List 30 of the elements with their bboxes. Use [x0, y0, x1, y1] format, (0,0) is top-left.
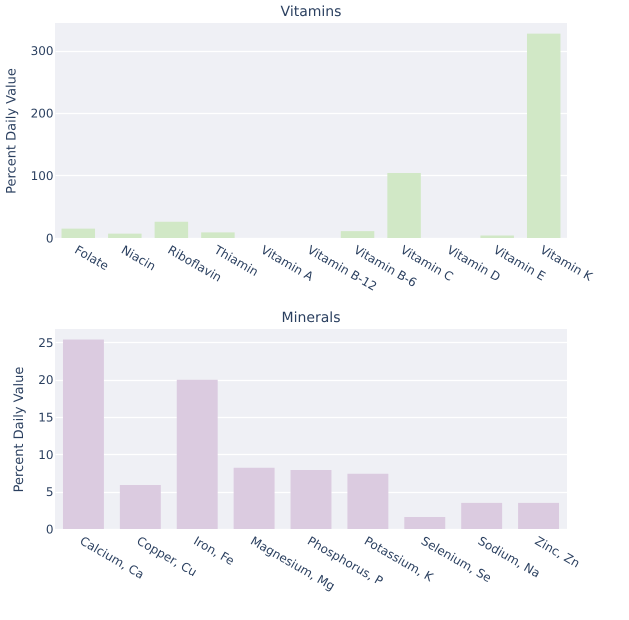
chart-title: Minerals [282, 310, 340, 326]
bar [108, 234, 142, 238]
y-tick-label: 20 [38, 373, 54, 388]
y-tick-label: 10 [38, 448, 54, 462]
bar [526, 34, 560, 238]
y-axis-title: Percent Daily Value [12, 366, 28, 492]
bar [120, 484, 161, 529]
bar [234, 468, 275, 529]
bar [154, 222, 188, 238]
bar [518, 502, 560, 529]
y-tick-label: 300 [30, 44, 54, 58]
bar [340, 231, 374, 238]
bar [404, 517, 446, 529]
y-tick-label: 0 [46, 522, 54, 536]
y-tick-label: 5 [46, 485, 54, 500]
y-tick-label: 200 [30, 106, 54, 120]
y-tick-label: 25 [38, 336, 54, 350]
chart-title: Vitamins [280, 4, 342, 20]
bar [290, 470, 332, 529]
bar [62, 228, 96, 238]
bar [387, 173, 421, 238]
y-tick-label: 0 [46, 232, 54, 246]
y-tick-label: 100 [30, 169, 54, 183]
bar [176, 380, 218, 529]
bar [347, 474, 388, 529]
y-axis-title: Percent Daily Value [4, 68, 20, 194]
y-tick-label: 15 [38, 410, 54, 425]
bar [201, 232, 235, 238]
bar [62, 339, 104, 529]
bar [461, 502, 502, 529]
